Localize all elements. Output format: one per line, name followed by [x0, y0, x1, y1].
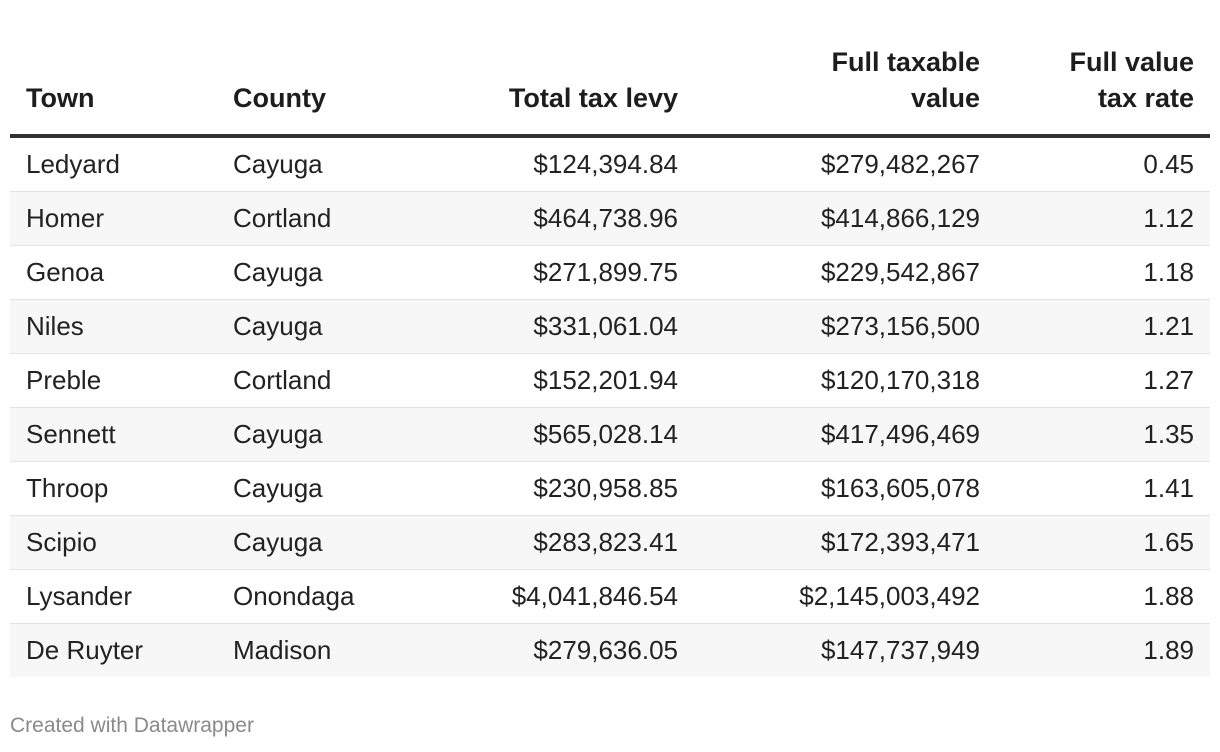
- cell-county: Cayuga: [217, 299, 417, 354]
- cell-rate: 1.21: [996, 299, 1210, 354]
- cell-rate: 1.12: [996, 191, 1210, 246]
- cell-rate: 1.65: [996, 515, 1210, 570]
- table-row: Sennett Cayuga $565,028.14 $417,496,469 1.35: [10, 407, 1210, 462]
- cell-rate: 1.89: [996, 623, 1210, 677]
- cell-town: Niles: [10, 299, 217, 354]
- cell-county: Cayuga: [217, 515, 417, 570]
- cell-value: $229,542,867: [694, 245, 996, 300]
- column-header-town[interactable]: Town: [10, 44, 217, 138]
- cell-county: Cayuga: [217, 461, 417, 516]
- cell-rate: 1.88: [996, 569, 1210, 624]
- cell-levy: $152,201.94: [417, 353, 694, 408]
- column-header-label: tax rate: [1097, 83, 1194, 113]
- cell-levy: $464,738.96: [417, 191, 694, 246]
- cell-levy: $4,041,846.54: [417, 569, 694, 624]
- column-header-label: Town: [26, 83, 95, 113]
- column-header-label: value: [910, 83, 980, 113]
- cell-value: $163,605,078: [694, 461, 996, 516]
- cell-town: Scipio: [10, 515, 217, 570]
- column-header-label: Full value: [1069, 47, 1194, 77]
- cell-town: Genoa: [10, 245, 217, 300]
- cell-levy: $331,061.04: [417, 299, 694, 354]
- cell-value: $2,145,003,492: [694, 569, 996, 624]
- column-header-value[interactable]: Full taxable value: [694, 44, 996, 138]
- cell-town: Preble: [10, 353, 217, 408]
- cell-town: Sennett: [10, 407, 217, 462]
- cell-rate: 1.18: [996, 245, 1210, 300]
- cell-county: Onondaga: [217, 569, 417, 624]
- cell-town: Lysander: [10, 569, 217, 624]
- cell-county: Cayuga: [217, 407, 417, 462]
- table-row: Niles Cayuga $331,061.04 $273,156,500 1.21: [10, 299, 1210, 354]
- column-header-county[interactable]: County: [217, 44, 417, 138]
- table-row: Preble Cortland $152,201.94 $120,170,318 1.2…: [10, 353, 1210, 408]
- table-header: Town County Total tax levy Full taxable valu…: [10, 44, 1210, 138]
- cell-rate: 1.41: [996, 461, 1210, 516]
- cell-rate: 1.35: [996, 407, 1210, 462]
- column-header-levy[interactable]: Total tax levy: [417, 44, 694, 138]
- cell-value: $279,482,267: [694, 136, 996, 192]
- cell-county: Cayuga: [217, 136, 417, 192]
- cell-levy: $565,028.14: [417, 407, 694, 462]
- table-row: Lysander Onondaga $4,041,846.54 $2,145,003,…: [10, 569, 1210, 624]
- cell-value: $147,737,949: [694, 623, 996, 677]
- cell-town: Homer: [10, 191, 217, 246]
- datawrapper-credit[interactable]: Created with Datawrapper: [10, 714, 254, 737]
- cell-town: Throop: [10, 461, 217, 516]
- column-header-rate[interactable]: Full value tax rate: [996, 44, 1210, 138]
- column-header-label: County: [233, 83, 326, 113]
- cell-county: Madison: [217, 623, 417, 677]
- cell-county: Cortland: [217, 191, 417, 246]
- cell-levy: $230,958.85: [417, 461, 694, 516]
- cell-levy: $279,636.05: [417, 623, 694, 677]
- cell-value: $417,496,469: [694, 407, 996, 462]
- cell-county: Cayuga: [217, 245, 417, 300]
- cell-county: Cortland: [217, 353, 417, 408]
- column-header-label: Full taxable: [831, 47, 980, 77]
- cell-town: Ledyard: [10, 136, 217, 192]
- cell-value: $273,156,500: [694, 299, 996, 354]
- data-table-container: Town County Total tax levy Full taxable valu…: [10, 44, 1210, 677]
- table-row: De Ruyter Madison $279,636.05 $147,737,949 1…: [10, 623, 1210, 677]
- header-row: Town County Total tax levy Full taxable valu…: [10, 44, 1210, 138]
- column-header-label: Total tax levy: [508, 83, 678, 113]
- cell-rate: 0.45: [996, 136, 1210, 192]
- cell-levy: $283,823.41: [417, 515, 694, 570]
- table-row: Genoa Cayuga $271,899.75 $229,542,867 1.18: [10, 245, 1210, 300]
- cell-levy: $124,394.84: [417, 136, 694, 192]
- data-table: Town County Total tax levy Full taxable valu…: [10, 44, 1210, 677]
- cell-value: $120,170,318: [694, 353, 996, 408]
- cell-value: $414,866,129: [694, 191, 996, 246]
- table-row: Throop Cayuga $230,958.85 $163,605,078 1.41: [10, 461, 1210, 516]
- cell-rate: 1.27: [996, 353, 1210, 408]
- table-body: Ledyard Cayuga $124,394.84 $279,482,267 0.45…: [10, 136, 1210, 677]
- cell-town: De Ruyter: [10, 623, 217, 677]
- cell-levy: $271,899.75: [417, 245, 694, 300]
- table-row: Ledyard Cayuga $124,394.84 $279,482,267 0.45: [10, 136, 1210, 192]
- table-row: Scipio Cayuga $283,823.41 $172,393,471 1.65: [10, 515, 1210, 570]
- cell-value: $172,393,471: [694, 515, 996, 570]
- table-row: Homer Cortland $464,738.96 $414,866,129 1.12: [10, 191, 1210, 246]
